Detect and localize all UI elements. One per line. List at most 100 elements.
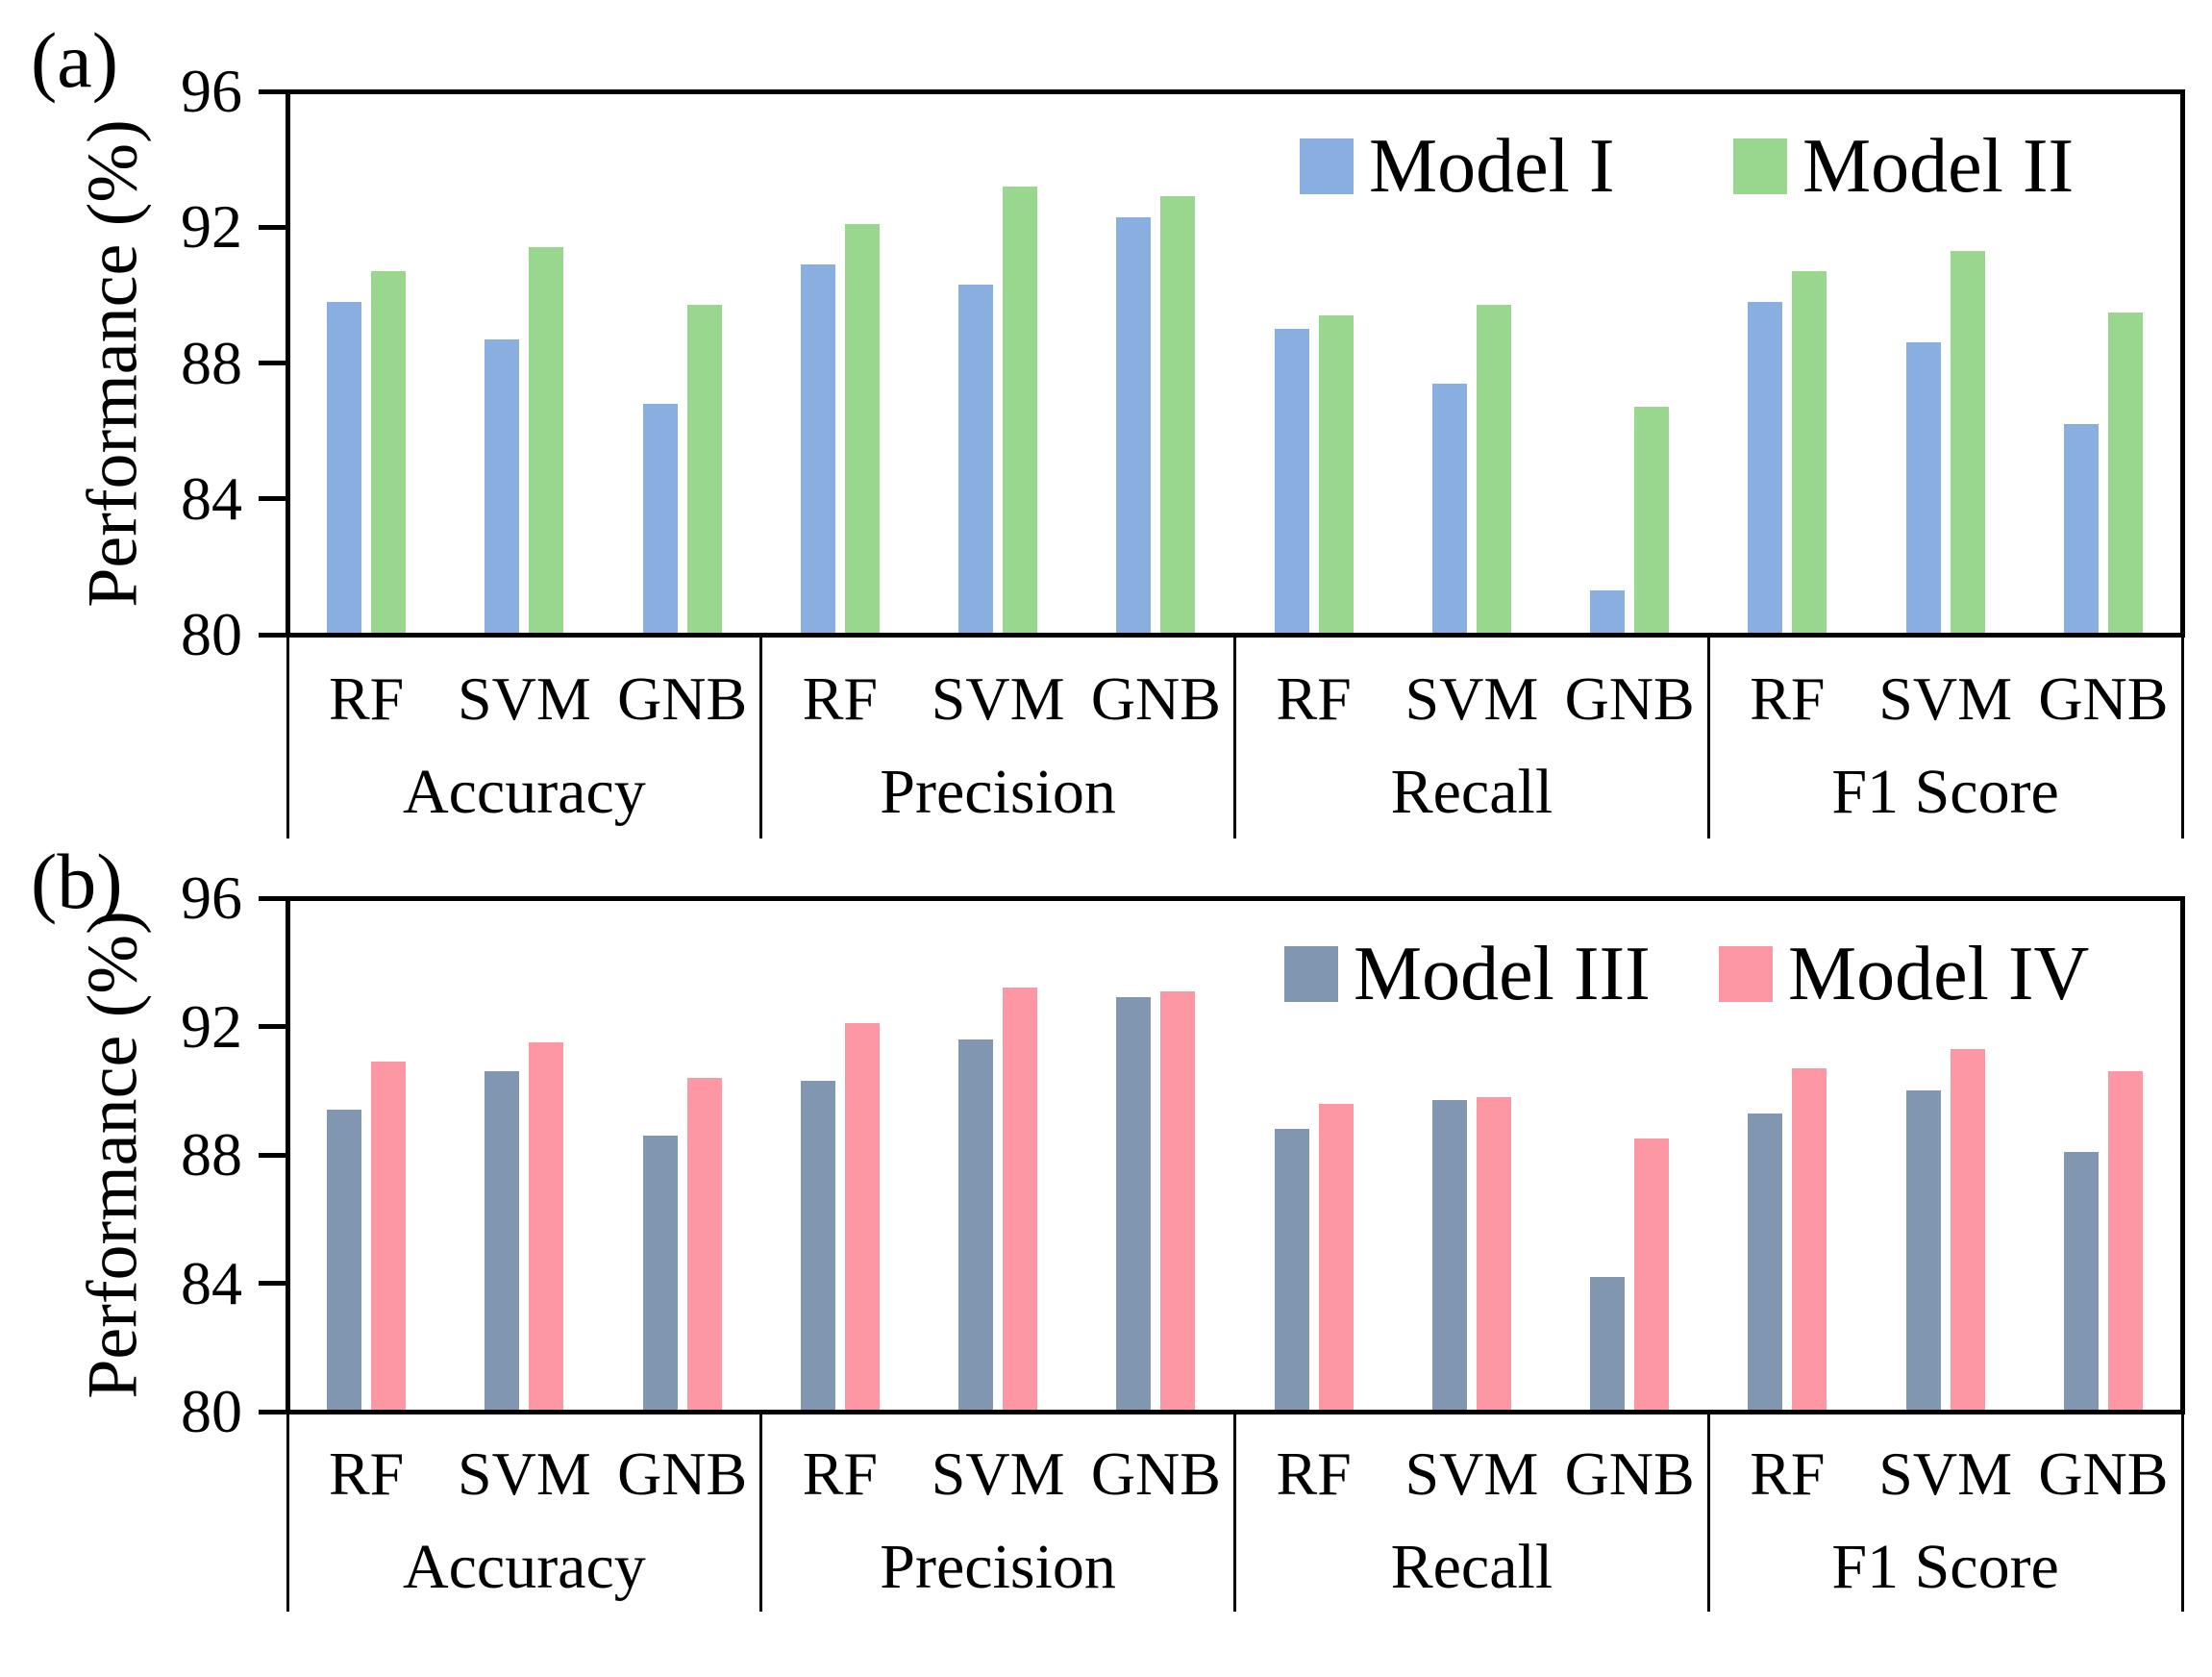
tick-label-80: 80 <box>181 600 242 668</box>
plot-area <box>285 895 2185 1414</box>
bar-model-iv-recall-svm <box>1476 1096 1511 1412</box>
bar-model-ii-precision-rf <box>844 223 880 635</box>
legend-swatch-model-iv <box>1719 946 1773 1002</box>
bar-model-iv-f1-score-svm <box>1950 1048 1985 1412</box>
classifier-label-rf: RF <box>1276 1439 1352 1508</box>
tick-label-92: 92 <box>181 192 242 262</box>
tick-mark-92 <box>259 224 287 230</box>
bar-model-i-precision-rf <box>800 264 835 635</box>
tick-mark-88 <box>259 361 287 365</box>
legend-swatch-model-iii <box>1284 946 1338 1002</box>
legend-label-model-i: Model I <box>1369 124 1615 209</box>
bar-model-i-accuracy-gnb <box>642 403 678 635</box>
bar-model-iv-accuracy-svm <box>529 1042 564 1412</box>
bar-model-ii-accuracy-rf <box>371 271 407 635</box>
group-divider <box>286 635 289 838</box>
classifier-label-gnb: GNB <box>1564 664 1695 733</box>
group-divider <box>759 635 763 838</box>
classifier-label-svm: SVM <box>1878 1439 2012 1508</box>
bar-model-ii-recall-svm <box>1476 305 1511 635</box>
tick-label-96: 96 <box>181 864 242 932</box>
group-label-accuracy: Accuracy <box>402 1532 646 1602</box>
group-label-accuracy: Accuracy <box>402 757 646 827</box>
bar-model-iv-accuracy-gnb <box>686 1077 722 1412</box>
bar-model-iii-accuracy-gnb <box>642 1135 678 1412</box>
tick-mark-80 <box>259 1409 287 1414</box>
tick-label-96: 96 <box>181 57 242 125</box>
bar-model-ii-recall-rf <box>1318 315 1354 635</box>
bar-model-i-accuracy-svm <box>485 338 520 635</box>
bar-model-iii-f1-score-svm <box>1905 1090 1941 1412</box>
legend-label-model-iv: Model IV <box>1788 932 2090 1016</box>
classifier-label-gnb: GNB <box>2038 1439 2169 1508</box>
classifier-label-rf: RF <box>802 664 879 733</box>
group-divider <box>286 1412 289 1612</box>
bar-model-iii-precision-rf <box>800 1081 835 1412</box>
bar-model-i-f1-score-rf <box>1748 301 1783 635</box>
bar-model-i-precision-svm <box>958 285 994 635</box>
bar-model-iv-recall-rf <box>1318 1103 1354 1412</box>
tick-mark-88 <box>259 1152 287 1158</box>
classifier-label-rf: RF <box>328 1439 405 1508</box>
tick-label-80: 80 <box>181 1377 242 1445</box>
legend-label-model-ii: Model II <box>1802 124 2075 209</box>
group-label-recall: Recall <box>1390 757 1553 827</box>
group-divider <box>1233 635 1236 838</box>
legend-swatch-model-i <box>1300 138 1354 194</box>
classifier-label-rf: RF <box>1750 1439 1826 1508</box>
classifier-label-svm: SVM <box>458 664 591 733</box>
classifier-label-svm: SVM <box>1878 664 2012 733</box>
tick-mark-92 <box>259 1024 287 1029</box>
group-divider <box>759 1412 763 1612</box>
classifier-label-svm: SVM <box>931 1439 1065 1508</box>
plot-area <box>285 88 2185 638</box>
classifier-label-gnb: GNB <box>1564 1439 1695 1508</box>
legend-label-model-iii: Model III <box>1354 932 1651 1016</box>
group-divider <box>1706 635 1710 838</box>
tick-label-84: 84 <box>181 463 242 533</box>
classifier-label-gnb: GNB <box>1090 664 1221 733</box>
bar-model-iv-precision-gnb <box>1160 990 1196 1412</box>
group-divider <box>2180 635 2184 838</box>
bar-model-iv-f1-score-gnb <box>2107 1071 2143 1412</box>
bar-model-ii-recall-gnb <box>1634 407 1670 635</box>
bar-model-iii-precision-gnb <box>1116 997 1152 1412</box>
group-label-f1-score: F1 Score <box>1831 757 2059 827</box>
bar-model-i-f1-score-svm <box>1905 342 1941 635</box>
group-divider <box>1706 1412 1710 1612</box>
panel-label-a: (a) <box>31 16 119 104</box>
bar-model-iv-recall-gnb <box>1634 1139 1670 1412</box>
tick-mark-96 <box>259 88 287 94</box>
bar-model-ii-accuracy-svm <box>529 247 564 635</box>
classifier-label-rf: RF <box>1750 664 1826 733</box>
classifier-label-gnb: GNB <box>1090 1439 1221 1508</box>
bar-model-i-recall-rf <box>1274 329 1309 635</box>
classifier-label-gnb: GNB <box>617 664 748 733</box>
bar-model-i-precision-gnb <box>1116 216 1152 635</box>
panel-label-b: (b) <box>31 838 123 925</box>
tick-label-88: 88 <box>181 328 242 397</box>
legend-swatch-model-ii <box>1733 138 1787 194</box>
tick-label-84: 84 <box>181 1248 242 1317</box>
tick-mark-84 <box>259 496 287 502</box>
tick-label-88: 88 <box>181 1120 242 1189</box>
classifier-label-svm: SVM <box>458 1439 591 1508</box>
bar-model-ii-accuracy-gnb <box>686 305 722 635</box>
group-divider <box>1233 1412 1236 1612</box>
bar-model-iv-f1-score-rf <box>1792 1067 1827 1412</box>
bar-model-iii-recall-gnb <box>1590 1276 1626 1412</box>
bar-model-iii-accuracy-svm <box>485 1071 520 1412</box>
group-label-precision: Precision <box>880 1532 1116 1602</box>
classifier-label-svm: SVM <box>1404 1439 1539 1508</box>
bar-model-iii-f1-score-rf <box>1748 1113 1783 1412</box>
bar-model-iv-accuracy-rf <box>371 1062 407 1412</box>
classifier-label-rf: RF <box>328 664 405 733</box>
classifier-label-svm: SVM <box>931 664 1065 733</box>
bar-model-i-recall-gnb <box>1590 590 1626 635</box>
tick-mark-96 <box>259 895 287 901</box>
group-label-recall: Recall <box>1390 1532 1553 1602</box>
group-label-f1-score: F1 Score <box>1831 1532 2059 1602</box>
